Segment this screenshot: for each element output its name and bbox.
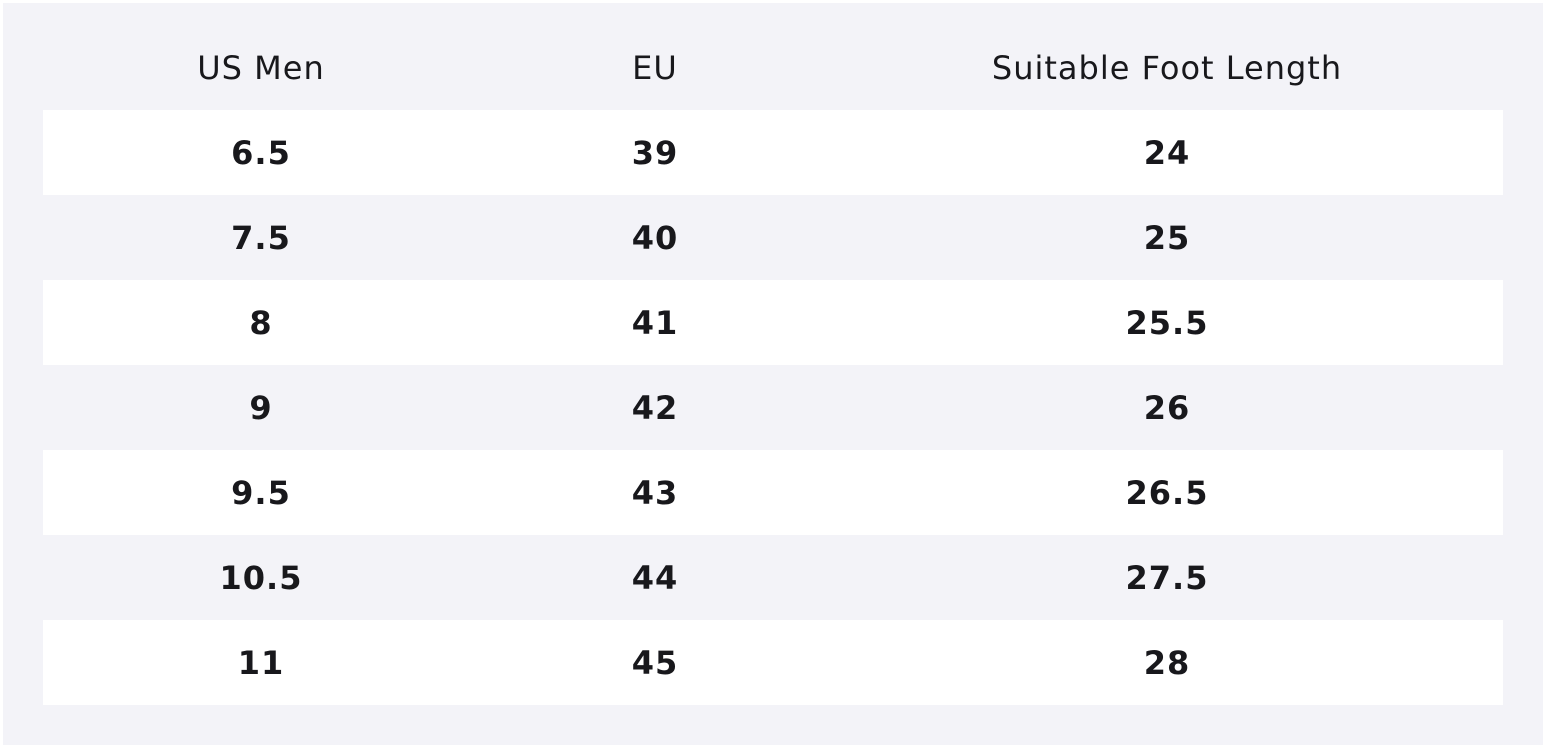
table-row: 10.5 44 27.5: [43, 535, 1503, 620]
table-row: 9.5 43 26.5: [43, 450, 1503, 535]
table-cell: 27.5: [1125, 558, 1209, 597]
table-header: US Men EU Suitable Foot Length: [43, 25, 1503, 110]
table-body: 6.5 39 24 7.5 40 25 8 41 25.5 9 42 26 9.5 43 26.5 10.5 4…: [43, 110, 1503, 705]
table-cell: 26: [1143, 388, 1191, 427]
header-row: US Men EU Suitable Foot Length: [43, 25, 1503, 110]
column-header: US Men: [197, 48, 325, 87]
table-cell: 11: [237, 643, 285, 682]
table-cell: 7.5: [231, 218, 291, 257]
table-cell: 28: [1143, 643, 1191, 682]
table-cell: 24: [1143, 133, 1191, 172]
table-cell: 9.5: [231, 473, 291, 512]
table-cell: 45: [631, 643, 679, 682]
table-cell: 8: [249, 303, 273, 342]
table-cell: 44: [631, 558, 679, 597]
size-table: US Men EU Suitable Foot Length 6.5 39 24 7.5 4…: [43, 25, 1503, 705]
table-cell: 9: [249, 388, 273, 427]
table-row: 9 42 26: [43, 365, 1503, 450]
size-chart-panel: US Men EU Suitable Foot Length 6.5 39 24 7.5 4…: [3, 3, 1543, 745]
table-row: 7.5 40 25: [43, 195, 1503, 280]
column-header: EU: [632, 48, 678, 87]
table-row: 11 45 28: [43, 620, 1503, 705]
table-row: 8 41 25.5: [43, 280, 1503, 365]
table-cell: 26.5: [1125, 473, 1209, 512]
table-cell: 41: [631, 303, 679, 342]
table-row: 6.5 39 24: [43, 110, 1503, 195]
table-cell: 25: [1143, 218, 1191, 257]
table-cell: 10.5: [219, 558, 303, 597]
table-cell: 40: [631, 218, 679, 257]
table-cell: 39: [631, 133, 679, 172]
table-cell: 43: [631, 473, 679, 512]
table-cell: 6.5: [231, 133, 291, 172]
table-cell: 42: [631, 388, 679, 427]
table-cell: 25.5: [1125, 303, 1209, 342]
column-header: Suitable Foot Length: [991, 48, 1343, 87]
